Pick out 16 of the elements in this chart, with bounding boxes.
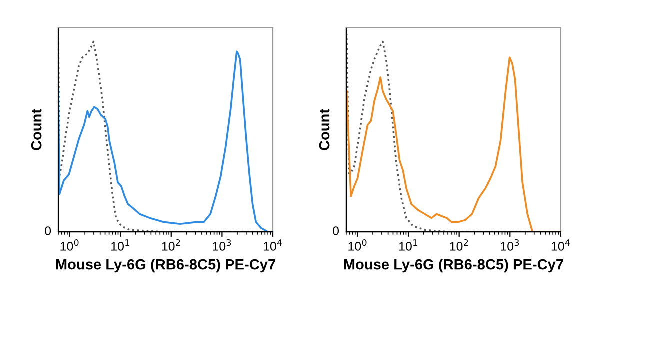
x-tick-label: 10$^{4}$ — [264, 240, 282, 251]
x-tick-label: 10$^{2}$ — [162, 239, 180, 251]
x-tick-label: 10$^{0}$ — [60, 239, 79, 251]
x-tick-label: 10$^{3}$ — [213, 239, 232, 251]
text: 0 — [45, 226, 52, 236]
y-axis-title: Count — [319, 109, 330, 150]
x-tick-label: 10$^{3}$ — [501, 239, 520, 251]
x-tick-label: 10$^{1}$ — [112, 240, 130, 251]
x-tick-label: 10$^{4}$ — [552, 240, 570, 251]
x-tick-label: 10$^{1}$ — [399, 240, 418, 251]
x-axis-title: Mouse Ly-6G (RB6-8C5) PE-Cy7 — [344, 259, 564, 273]
x-tick-label: 10$^{2}$ — [450, 239, 468, 251]
text: 0 — [333, 226, 340, 236]
x-tick-label: 10$^{0}$ — [348, 239, 367, 251]
y-axis-title: Count — [31, 109, 42, 150]
x-axis-title: Mouse Ly-6G (RB6-8C5) PE-Cy7 — [56, 259, 276, 273]
